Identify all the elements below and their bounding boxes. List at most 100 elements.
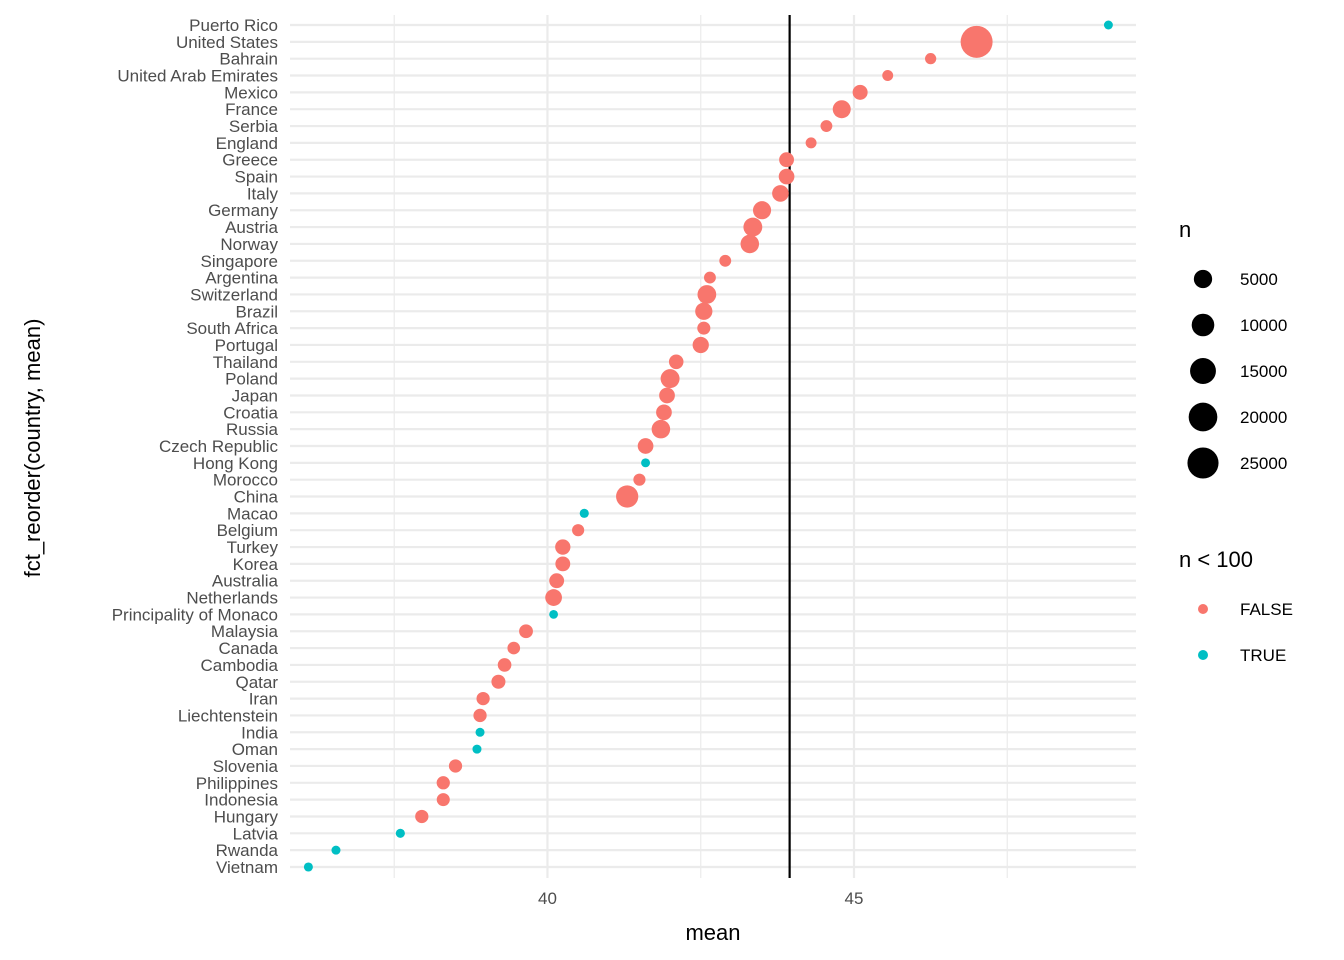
size-legend-key [1191, 313, 1215, 337]
data-point [697, 321, 711, 335]
size-legend-label: 10000 [1240, 316, 1287, 335]
y-tick-label: France [225, 100, 278, 119]
data-point [475, 727, 485, 737]
x-axis-title: mean [685, 920, 740, 945]
y-tick-label: Bahrain [219, 50, 278, 69]
y-tick-label: Canada [218, 639, 278, 658]
data-point [641, 458, 651, 468]
data-point [519, 624, 533, 639]
data-point [852, 84, 868, 100]
data-point [476, 691, 490, 706]
y-tick-label: England [216, 134, 278, 153]
y-tick-label: Principality of Monaco [112, 605, 278, 624]
data-point [925, 53, 937, 65]
y-tick-label: Puerto Rico [189, 16, 278, 35]
y-tick-label: Spain [235, 168, 278, 187]
color-legend: n < 100 FALSE TRUE [1179, 547, 1293, 665]
data-point [651, 419, 671, 439]
data-point [448, 759, 463, 773]
y-tick-label: Rwanda [216, 841, 279, 860]
y-tick-label: Argentina [205, 269, 278, 288]
color-legend-key [1198, 604, 1208, 614]
y-tick-label: Austria [225, 218, 278, 237]
data-point [555, 539, 571, 555]
size-legend: n 5000 10000 15000 20000 25000 [1179, 217, 1287, 479]
y-tick-label: Brazil [235, 302, 278, 321]
data-point [507, 641, 521, 655]
data-point [436, 793, 450, 807]
data-point [303, 862, 313, 872]
size-legend-label: 25000 [1240, 454, 1287, 473]
size-legend-label: 20000 [1240, 408, 1287, 427]
data-point [579, 508, 589, 518]
data-point [740, 234, 760, 254]
data-point [491, 674, 506, 689]
x-tick-label: 40 [538, 889, 557, 908]
data-point [752, 201, 772, 220]
y-tick-label: Croatia [223, 403, 278, 422]
y-tick-label: Mexico [224, 83, 278, 102]
y-tick-label: Turkey [227, 538, 279, 557]
data-point [660, 369, 680, 389]
y-tick-label: Japan [232, 386, 278, 405]
data-point [778, 168, 795, 185]
y-tick-label: Vietnam [216, 858, 278, 877]
size-legend-label: 15000 [1240, 362, 1287, 381]
data-point [572, 524, 585, 537]
y-tick-label: Germany [208, 201, 278, 220]
y-tick-label: Belgium [217, 521, 278, 540]
data-point [719, 254, 732, 267]
data-point [668, 354, 684, 370]
data-point [633, 473, 646, 486]
y-tick-label: Slovenia [213, 757, 279, 776]
y-tick-label: United States [176, 33, 278, 52]
color-legend-label: FALSE [1240, 600, 1293, 619]
y-tick-label: Australia [212, 572, 279, 591]
data-point [395, 828, 405, 838]
y-tick-label: Latvia [233, 824, 279, 843]
y-tick-label: Norway [220, 235, 278, 254]
data-point [779, 152, 794, 168]
y-tick-label: Cambodia [201, 656, 279, 675]
y-tick-label: Greece [222, 151, 278, 170]
major-gridlines [290, 15, 1136, 878]
data-point [832, 100, 851, 119]
color-legend-title: n < 100 [1179, 547, 1253, 572]
y-tick-label: Poland [225, 370, 278, 389]
y-tick-label: Hungary [214, 807, 279, 826]
y-tick-label: China [234, 488, 279, 507]
y-tick-label: Hong Kong [193, 454, 278, 473]
y-tick-label: Qatar [235, 673, 278, 692]
data-point [704, 271, 716, 284]
y-tick-label: Malaysia [211, 622, 279, 641]
y-tick-label: Switzerland [190, 285, 278, 304]
size-legend-title: n [1179, 217, 1191, 242]
data-point [555, 556, 571, 572]
data-point [656, 404, 672, 421]
x-tick-label: 45 [845, 889, 864, 908]
data-point [436, 776, 450, 790]
y-tick-label: Serbia [229, 117, 279, 136]
y-tick-label: Macao [227, 504, 278, 523]
data-point [820, 120, 833, 132]
data-point [545, 589, 562, 606]
data-point [1103, 20, 1113, 30]
y-tick-label: India [241, 723, 278, 742]
data-point [695, 302, 713, 320]
y-axis-title: fct_reorder(country, mean) [20, 319, 45, 578]
y-tick-label: Thailand [213, 353, 278, 372]
y-tick-label: Italy [247, 184, 279, 203]
y-tick-label: Philippines [196, 774, 278, 793]
y-tick-label: Russia [226, 420, 279, 439]
data-point [331, 845, 341, 855]
size-legend-key [1187, 447, 1219, 479]
data-point [659, 387, 675, 404]
data-point [616, 485, 639, 508]
y-tick-label: Oman [232, 740, 278, 759]
data-point [960, 25, 993, 58]
data-point [805, 137, 817, 149]
y-tick-label: Korea [233, 555, 279, 574]
data-point [472, 744, 482, 754]
size-legend-key [1193, 269, 1213, 289]
data-point [697, 285, 717, 304]
